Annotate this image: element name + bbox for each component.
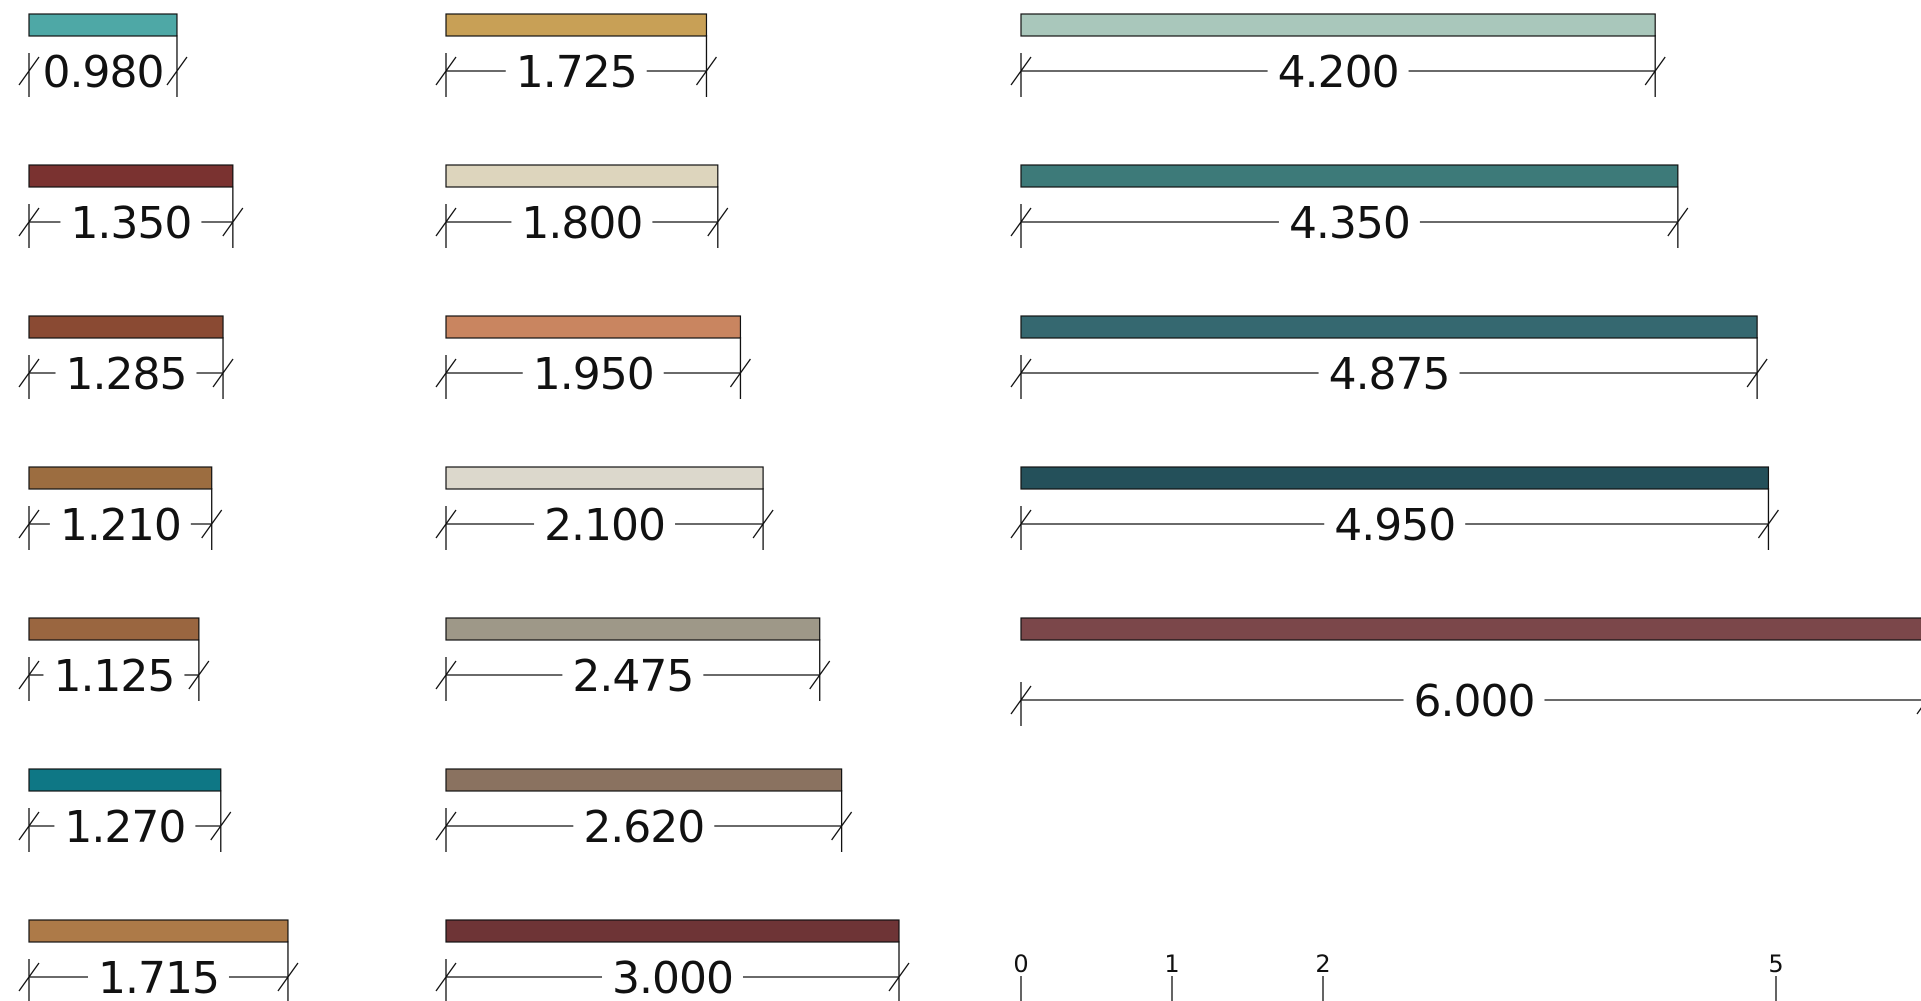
dimension-label-2-475: 2.475 — [572, 651, 693, 702]
dimension-label-0-980: 0.980 — [43, 47, 164, 98]
dimension-label-6-000: 6.000 — [1414, 676, 1535, 727]
bar-6-000 — [1020, 617, 1921, 641]
dimension-tick — [166, 56, 188, 86]
scale-tick-label-5: 5 — [1768, 950, 1783, 978]
bar-1-125 — [28, 617, 200, 641]
dimension-label-1-210: 1.210 — [60, 500, 181, 551]
right-column: 4.200 4.350 4.875 4.950 6.000 — [1010, 13, 1921, 727]
scale-tick-label-0: 0 — [1013, 950, 1028, 978]
dimension-label-1-285: 1.285 — [66, 349, 187, 400]
bar-2-475 — [445, 617, 821, 641]
scale-tick-label-1: 1 — [1164, 950, 1179, 978]
middle-column: 1.725 1.800 1.950 2.100 2.475 2.620 3.000 — [435, 13, 910, 1001]
bar-1-285 — [28, 315, 224, 339]
bar-2-100 — [445, 466, 764, 490]
bar-1-725 — [445, 13, 708, 37]
dimension-label-4-350: 4.350 — [1289, 198, 1410, 249]
bar-1-950 — [445, 315, 742, 339]
dimension-tick — [18, 56, 40, 86]
bar-3-000 — [445, 919, 900, 943]
dimension-label-1-715: 1.715 — [98, 953, 219, 1001]
dimension-label-1-270: 1.270 — [64, 802, 185, 853]
dimension-label-4-950: 4.950 — [1334, 500, 1455, 551]
bar-0-980 — [28, 13, 178, 37]
dimension-label-1-125: 1.125 — [53, 651, 174, 702]
dimension-label-3-000: 3.000 — [612, 953, 733, 1001]
dimension-label-1-350: 1.350 — [70, 198, 191, 249]
bar-1-715 — [28, 919, 289, 943]
bar-2-620 — [445, 768, 843, 792]
dimension-label-2-620: 2.620 — [583, 802, 704, 853]
bar-4-950 — [1020, 466, 1770, 490]
dimension-label-1-800: 1.800 — [521, 198, 642, 249]
dimension-label-2-100: 2.100 — [544, 500, 665, 551]
dimension-label-1-950: 1.950 — [533, 349, 654, 400]
bar-1-270 — [28, 768, 222, 792]
dimension-tick — [1916, 707, 1921, 715]
bar-1-800 — [445, 164, 719, 188]
bar-4-875 — [1020, 315, 1758, 339]
dimension-label-4-875: 4.875 — [1329, 349, 1450, 400]
scale-tick-label-2: 2 — [1315, 950, 1330, 978]
bar-4-200 — [1020, 13, 1656, 37]
bar-4-350 — [1020, 164, 1679, 188]
left-column: 0.980 1.350 1.285 1.210 1.125 1.270 1.715 — [18, 13, 299, 1001]
dimension-label-4-200: 4.200 — [1278, 47, 1399, 98]
bar-1-350 — [28, 164, 234, 188]
bar-1-210 — [28, 466, 213, 490]
dimension-label-1-725: 1.725 — [516, 47, 637, 98]
scale-bar: 0 1 2 5 — [1013, 950, 1784, 1001]
